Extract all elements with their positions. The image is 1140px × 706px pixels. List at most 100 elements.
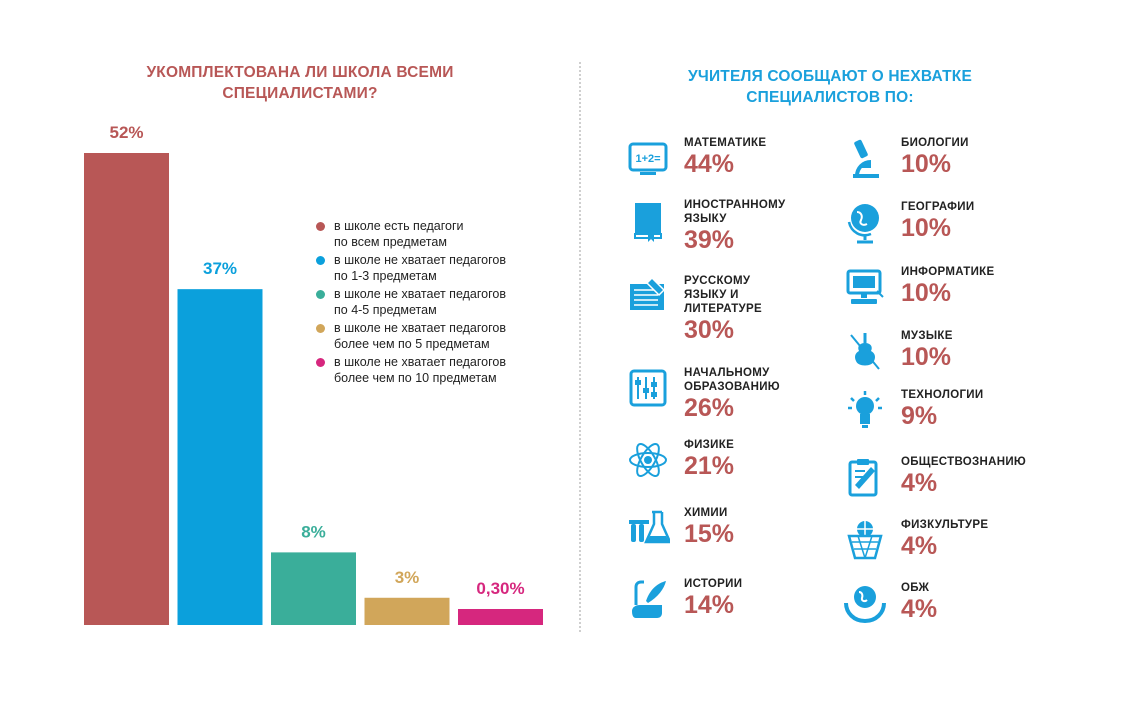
subject-left-1: 1+2= МАТЕМАТИКЕ 44% <box>626 136 826 206</box>
basketball-hoop-icon <box>843 518 887 562</box>
subject-name-line-1: ТЕХНОЛОГИИ <box>901 389 984 401</box>
legend-dot <box>316 222 325 231</box>
legend-dot <box>316 324 325 333</box>
computer-icon <box>843 265 887 309</box>
subject-percentage: 10% <box>901 279 952 307</box>
legend-item-2: в школе не хватает педагогов по 1-3 предм… <box>316 252 546 284</box>
subject-percentage: 4% <box>901 469 938 497</box>
legend-text-line-2: более чем по 5 предметам <box>334 337 490 351</box>
book-icon <box>626 198 670 242</box>
subject-text: РУССКОМУ ЯЗЫКУ И ЛИТЕРАТУРЕ 30% <box>684 274 804 344</box>
subjects-title-line-1: УЧИТЕЛЯ СООБЩАЮТ О НЕХВАТКЕ <box>688 68 972 85</box>
legend-text-line-1: в школе не хватает педагогов <box>334 321 506 335</box>
bar-4 <box>364 597 450 625</box>
bar-1 <box>84 153 169 625</box>
subject-percentage: 15% <box>684 520 735 548</box>
subject-name-line-1: НАЧАЛЬНОМУ <box>684 367 770 379</box>
legend-text-line-2: по всем предметам <box>334 235 447 249</box>
subject-name-line-1: ОБЩЕСТВОЗНАНИЮ <box>901 456 1027 468</box>
subject-percentage: 39% <box>684 226 735 254</box>
subject-left-6: ХИМИИ 15% <box>626 506 826 576</box>
subject-text: ГЕОГРАФИИ 10% <box>901 200 1021 242</box>
subject-name-line-1: ОБЖ <box>901 582 930 594</box>
bar-label-4: 3% <box>395 568 420 587</box>
subject-right-5: ТЕХНОЛОГИИ 9% <box>843 388 1043 458</box>
subjects-title: УЧИТЕЛЯ СООБЩАЮТ О НЕХВАТКЕ СПЕЦИАЛИСТОВ… <box>645 66 1015 108</box>
subject-name-line-1: БИОЛОГИИ <box>901 137 969 149</box>
subject-name-line-2: ОБРАЗОВАНИЮ <box>684 381 780 393</box>
subject-right-8: ОБЖ 4% <box>843 581 1043 651</box>
subject-right-6: ОБЩЕСТВОЗНАНИЮ 4% <box>843 455 1043 525</box>
subject-name-line-1: ИСТОРИИ <box>684 578 743 590</box>
flask-icon <box>626 506 670 550</box>
abacus-icon <box>626 366 670 410</box>
subject-text: ИСТОРИИ 14% <box>684 577 804 619</box>
legend-text-line-1: в школе есть педагоги <box>334 219 464 233</box>
legend-dot <box>316 256 325 265</box>
earth-hands-icon <box>843 581 887 625</box>
bar-label-3: 8% <box>301 522 326 541</box>
svg-text:1+2=: 1+2= <box>635 153 660 165</box>
legend-text-line-2: по 4-5 предметам <box>334 303 437 317</box>
math-board-icon: 1+2= <box>626 136 670 180</box>
atom-icon <box>626 438 670 482</box>
subject-left-5: ФИЗИКЕ 21% <box>626 438 826 508</box>
subject-percentage: 10% <box>901 214 952 242</box>
bar-5 <box>458 609 543 625</box>
microscope-icon <box>843 136 887 180</box>
subject-left-4: НАЧАЛЬНОМУ ОБРАЗОВАНИЮ 26% <box>626 366 826 436</box>
subject-text: ТЕХНОЛОГИИ 9% <box>901 388 1021 430</box>
subjects-title-line-2: СПЕЦИАЛИСТОВ ПО: <box>746 89 914 106</box>
subject-name-line-1: МУЗЫКЕ <box>901 330 953 342</box>
bar-label-2: 37% <box>203 259 237 278</box>
chart-legend: в школе есть педагоги по всем предметам в … <box>316 218 546 388</box>
subject-text: ОБЩЕСТВОЗНАНИЮ 4% <box>901 455 1027 497</box>
subject-text: ФИЗКУЛЬТУРЕ 4% <box>901 518 1021 560</box>
legend-text-line-2: по 1-3 предметам <box>334 269 437 283</box>
subject-name-line-3: ЛИТЕРАТУРЕ <box>684 303 762 315</box>
subject-name-line-1: РУССКОМУ <box>684 275 751 287</box>
subject-percentage: 4% <box>901 532 938 560</box>
subject-right-3: ИНФОРМАТИКЕ 10% <box>843 265 1043 335</box>
subject-text: БИОЛОГИИ 10% <box>901 136 1021 178</box>
subject-name-line-1: ФИЗКУЛЬТУРЕ <box>901 519 989 531</box>
section-divider <box>579 62 581 632</box>
subject-text: НАЧАЛЬНОМУ ОБРАЗОВАНИЮ 26% <box>684 366 804 422</box>
bar-chart: 52% 37% 8% 3% 0,30% <box>84 123 543 625</box>
legend-text-line-1: в школе не хватает педагогов <box>334 355 506 369</box>
subject-name-line-1: ИНОСТРАННОМУ <box>684 199 786 211</box>
legend-item-3: в школе не хватает педагогов по 4-5 предм… <box>316 286 546 318</box>
legend-item-5: в школе не хватает педагогов более чем по… <box>316 354 546 386</box>
subject-right-7: ФИЗКУЛЬТУРЕ 4% <box>843 518 1043 588</box>
subject-percentage: 10% <box>901 150 952 178</box>
subject-text: МУЗЫКЕ 10% <box>901 329 1021 371</box>
bar-label-1: 52% <box>109 123 143 142</box>
subject-percentage: 14% <box>684 591 735 619</box>
subject-percentage: 9% <box>901 402 938 430</box>
subject-name-line-1: МАТЕМАТИКЕ <box>684 137 767 149</box>
subject-right-1: БИОЛОГИИ 10% <box>843 136 1043 206</box>
chart-title: УКОМПЛЕКТОВАНА ЛИ ШКОЛА ВСЕМИ СПЕЦИАЛИСТ… <box>100 62 500 104</box>
subject-name-line-1: ГЕОГРАФИИ <box>901 201 975 213</box>
clipboard-pen-icon <box>843 455 887 499</box>
subject-name-line-1: ФИЗИКЕ <box>684 439 735 451</box>
subject-percentage: 21% <box>684 452 735 480</box>
subject-text: ХИМИИ 15% <box>684 506 804 548</box>
subject-percentage: 44% <box>684 150 735 178</box>
chart-title-line-2: СПЕЦИАЛИСТАМИ? <box>222 85 378 102</box>
subject-name-line-1: ИНФОРМАТИКЕ <box>901 266 995 278</box>
chart-title-line-1: УКОМПЛЕКТОВАНА ЛИ ШКОЛА ВСЕМИ <box>146 64 454 81</box>
subject-percentage: 26% <box>684 394 735 422</box>
lightbulb-icon <box>843 388 887 432</box>
legend-text-line-1: в школе не хватает педагогов <box>334 253 506 267</box>
subject-percentage: 30% <box>684 316 735 344</box>
scroll-quill-icon <box>626 577 670 621</box>
violin-icon <box>843 329 887 373</box>
subject-text: ИНОСТРАННОМУ ЯЗЫКУ 39% <box>684 198 804 254</box>
subject-text: ИНФОРМАТИКЕ 10% <box>901 265 1021 307</box>
subject-text: ОБЖ 4% <box>901 581 1021 623</box>
globe-icon <box>843 200 887 244</box>
subject-percentage: 4% <box>901 595 938 623</box>
legend-item-4: в школе не хватает педагогов более чем по… <box>316 320 546 352</box>
subject-left-7: ИСТОРИИ 14% <box>626 577 826 647</box>
